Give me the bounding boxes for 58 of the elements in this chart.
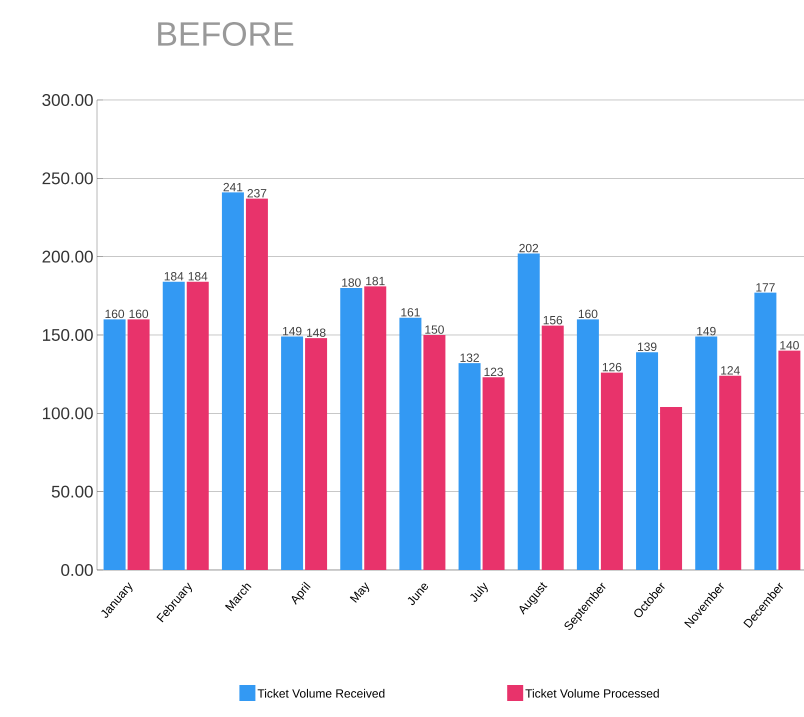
data-label: 160 — [106, 310, 124, 318]
bar — [128, 319, 150, 570]
data-label: 181 — [366, 276, 385, 286]
bar — [423, 334, 446, 570]
data-label: 160 — [130, 310, 148, 318]
data-label: 132 — [460, 354, 479, 362]
bar — [246, 198, 268, 570]
bar — [162, 282, 185, 570]
bar — [482, 377, 505, 570]
data-label: 177 — [756, 283, 775, 292]
data-label: 150 — [425, 325, 444, 334]
data-label: 124 — [721, 366, 740, 375]
data-label: 184 — [164, 272, 184, 281]
y-tick-label: 100.00 — [42, 407, 93, 420]
chart-title: BEFORE — [158, 22, 294, 46]
bar — [600, 372, 623, 570]
bar — [542, 326, 564, 570]
legend-label: Ticket Volume Processed — [525, 688, 659, 698]
data-label: 161 — [401, 308, 420, 317]
bar — [576, 319, 599, 570]
bar — [719, 376, 742, 570]
data-label: 140 — [780, 340, 799, 350]
data-label: 202 — [519, 244, 538, 252]
data-label: 180 — [342, 278, 361, 287]
bar — [754, 292, 776, 570]
bar — [281, 336, 304, 570]
data-label: 149 — [697, 326, 716, 336]
bar — [364, 286, 386, 570]
y-tick-label: 50.00 — [52, 486, 93, 498]
bar — [399, 318, 422, 570]
bar — [340, 288, 362, 570]
x-tick-label: July — [470, 582, 488, 602]
bar — [636, 352, 658, 570]
y-tick-label: 300.00 — [42, 94, 93, 106]
data-label: 123 — [484, 368, 504, 376]
data-label: 160 — [578, 310, 598, 318]
data-label: 149 — [283, 326, 302, 336]
y-tick-label: 0.00 — [61, 564, 93, 576]
data-label: 241 — [224, 182, 242, 192]
data-label: 126 — [602, 362, 622, 372]
bar — [660, 407, 682, 570]
data-label: 148 — [307, 328, 326, 337]
bar — [458, 363, 481, 570]
bar — [104, 319, 126, 570]
y-tick-label: 200.00 — [42, 250, 93, 263]
bar — [186, 282, 209, 570]
data-label: 237 — [248, 189, 266, 198]
bar — [305, 338, 328, 570]
bar — [222, 192, 244, 570]
y-tick-label: 150.00 — [42, 328, 93, 341]
y-tick-label: 250.00 — [42, 172, 93, 184]
legend-label: Ticket Volume Received — [258, 688, 384, 698]
bar — [778, 350, 800, 570]
bar — [518, 254, 540, 570]
bar — [695, 336, 718, 570]
data-label: 184 — [188, 272, 208, 281]
data-label: 156 — [544, 316, 562, 324]
data-label: 139 — [638, 342, 656, 352]
